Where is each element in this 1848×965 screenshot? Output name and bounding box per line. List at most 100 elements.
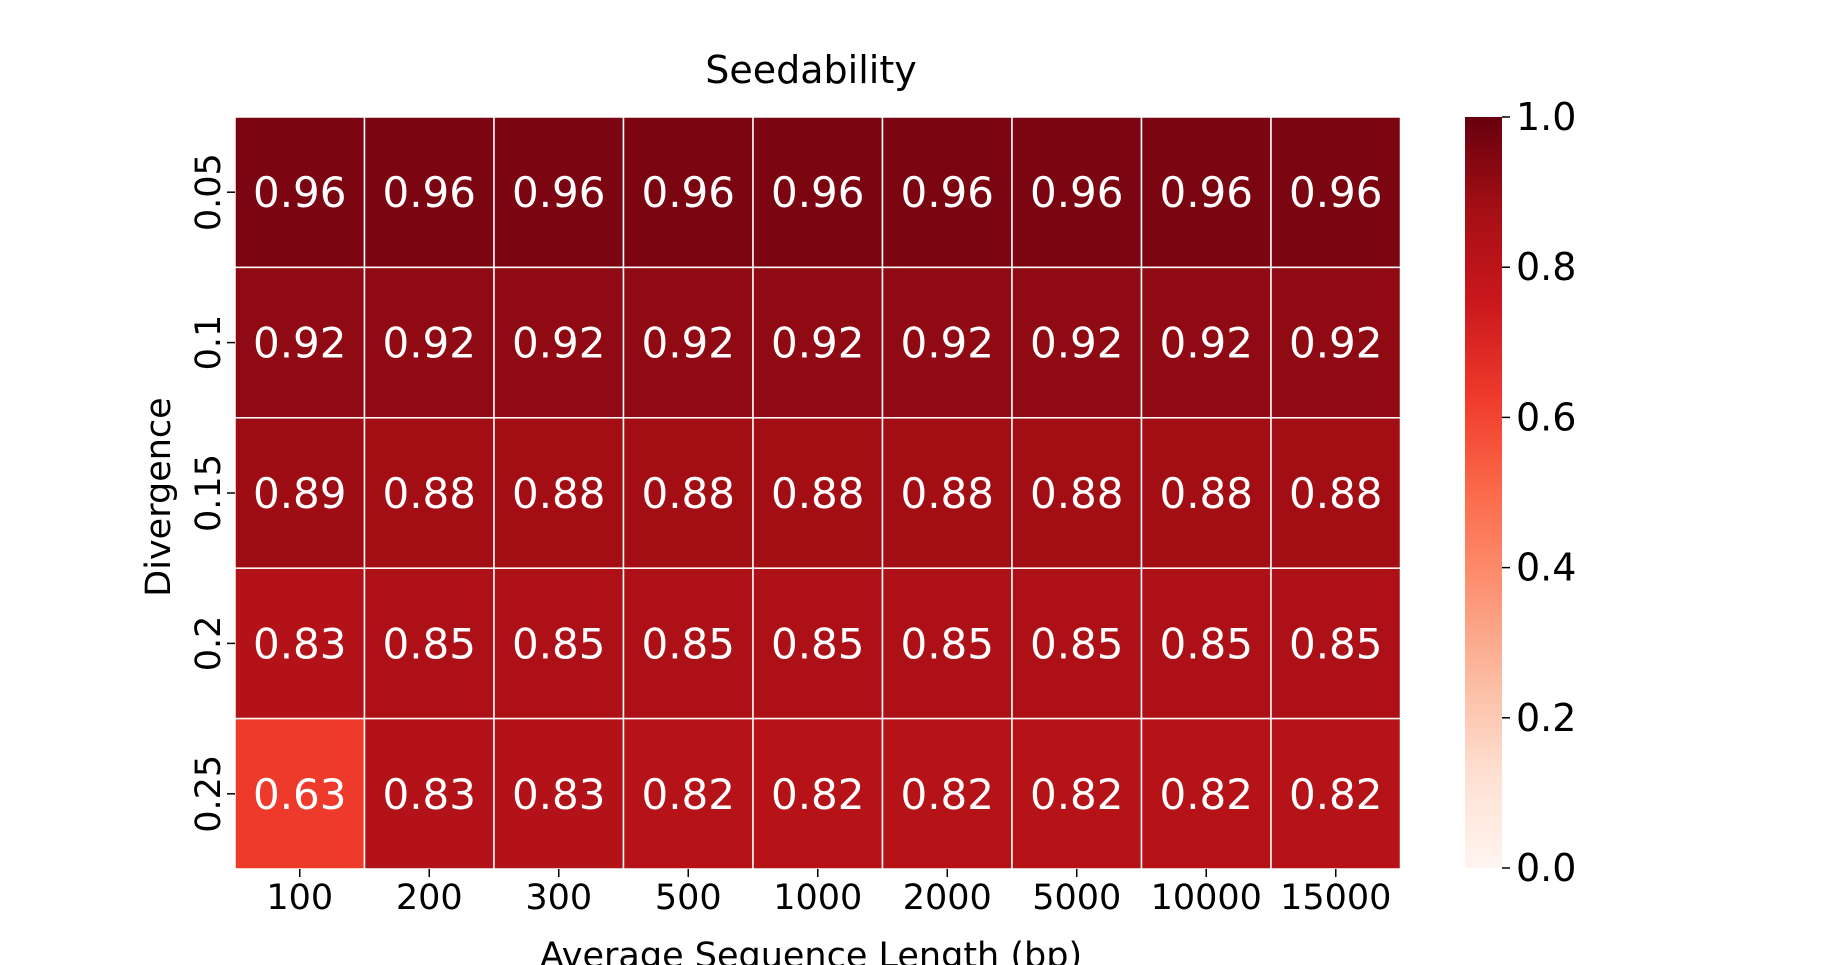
heatmap-cell <box>1270 717 1402 870</box>
x-tick-label: 100 <box>266 878 333 918</box>
heatmap-cell-label: 0.82 <box>641 770 735 819</box>
heatmap-cell-label: 0.85 <box>900 619 994 668</box>
y-axis-label: Divergence <box>139 397 179 596</box>
heatmap-cell <box>1011 717 1143 870</box>
y-tick-label: 0.15 <box>189 454 229 532</box>
x-tick-label: 500 <box>655 878 722 918</box>
heatmap-cells <box>234 116 1402 870</box>
heatmap-cell <box>1140 266 1272 419</box>
colorbar-tick-label: 1.0 <box>1516 95 1576 139</box>
heatmap-cell-label: 0.85 <box>1289 619 1383 668</box>
heatmap-cell <box>1270 266 1402 419</box>
heatmap-cell <box>752 266 884 419</box>
y-tick-label: 0.2 <box>189 616 229 672</box>
heatmap-cell-label: 0.92 <box>512 319 606 368</box>
heatmap-cell <box>493 266 625 419</box>
x-axis-label: Average Sequence Length (bp) <box>540 936 1082 965</box>
heatmap-cell-label: 0.92 <box>382 319 476 368</box>
x-tick-label: 15000 <box>1280 878 1391 918</box>
heatmap-cell-label: 0.82 <box>1289 770 1383 819</box>
heatmap-cell-label: 0.88 <box>382 469 476 518</box>
heatmap-cell-label: 0.96 <box>771 168 865 217</box>
y-tick-label: 0.1 <box>189 315 229 371</box>
x-tick-label: 1000 <box>773 878 862 918</box>
heatmap-cell-label: 0.82 <box>1030 770 1124 819</box>
heatmap-cell-label: 0.82 <box>900 770 994 819</box>
heatmap-cell <box>1140 116 1272 269</box>
heatmap-cell-label: 0.92 <box>1289 319 1383 368</box>
heatmap-cell-label: 0.83 <box>382 770 476 819</box>
heatmap-cell <box>622 266 754 419</box>
heatmap-cell <box>234 266 366 419</box>
heatmap-cell <box>752 116 884 269</box>
heatmap-cell-label: 0.96 <box>1159 168 1253 217</box>
heatmap-cell-label: 0.96 <box>382 168 476 217</box>
heatmap-cell-label: 0.63 <box>253 770 347 819</box>
x-tick-label: 300 <box>525 878 592 918</box>
heatmap-cell <box>234 567 366 720</box>
x-tick-label: 10000 <box>1151 878 1262 918</box>
x-tick-label: 5000 <box>1032 878 1121 918</box>
heatmap-cell-label: 0.85 <box>1159 619 1253 668</box>
heatmap-cell-label: 0.92 <box>1159 319 1253 368</box>
heatmap-cell <box>881 266 1013 419</box>
heatmap-cell-label: 0.88 <box>512 469 606 518</box>
heatmap-cell-label: 0.85 <box>512 619 606 668</box>
heatmap-cell <box>1140 567 1272 720</box>
heatmap-cell <box>1270 417 1402 569</box>
heatmap-cell-label: 0.88 <box>641 469 735 518</box>
x-axis-ticks: 100 200 300 500 1000 2000 5000 10000 15000 <box>266 869 1391 918</box>
heatmap-cell-label: 0.82 <box>1159 770 1253 819</box>
heatmap-cell-label: 0.92 <box>641 319 735 368</box>
y-tick-label: 0.25 <box>189 755 229 833</box>
x-tick-label: 200 <box>396 878 463 918</box>
heatmap-cell-label: 0.96 <box>253 168 347 217</box>
heatmap-cell-labels: 0.96 0.96 0.96 0.96 0.96 0.96 0.96 0.96 0.96 0.92… <box>253 168 1383 819</box>
x-tick-label: 2000 <box>903 878 992 918</box>
heatmap-cell-label: 0.92 <box>900 319 994 368</box>
heatmap-cell-label: 0.89 <box>253 469 347 518</box>
heatmap-cell <box>363 567 495 720</box>
heatmap-cell-label: 0.85 <box>771 619 865 668</box>
heatmap-cell <box>622 567 754 720</box>
heatmap-cell-label: 0.83 <box>253 619 347 668</box>
heatmap-cell <box>363 417 495 569</box>
y-axis-ticks: 0.05 0.1 0.15 0.2 0.25 <box>189 153 235 833</box>
heatmap-cell-label: 0.92 <box>1030 319 1124 368</box>
heatmap-cell <box>234 717 366 870</box>
heatmap-cell <box>622 717 754 870</box>
heatmap-cell-label: 0.88 <box>1289 469 1383 518</box>
heatmap-cell <box>363 717 495 870</box>
heatmap-cell-label: 0.85 <box>1030 619 1124 668</box>
colorbar-tick-label: 0.2 <box>1516 696 1576 740</box>
heatmap-cell-label: 0.88 <box>1159 469 1253 518</box>
heatmap-cell-label: 0.96 <box>1289 168 1383 217</box>
heatmap-cell <box>493 116 625 269</box>
colorbar <box>1465 117 1502 868</box>
y-tick-label: 0.05 <box>189 153 229 231</box>
heatmap-cell <box>881 717 1013 870</box>
heatmap-cell <box>1011 266 1143 419</box>
heatmap-cell <box>493 417 625 569</box>
heatmap-cell-label: 0.96 <box>641 168 735 217</box>
heatmap-cell <box>752 417 884 569</box>
heatmap-cell-label: 0.88 <box>1030 469 1124 518</box>
colorbar-ticks: 0.0 0.2 0.4 0.6 0.8 1.0 <box>1502 95 1576 890</box>
heatmap-cell <box>622 116 754 269</box>
colorbar-tick-label: 0.4 <box>1516 546 1576 590</box>
heatmap-cell <box>234 417 366 569</box>
heatmap-cell <box>363 116 495 269</box>
heatmap-cell <box>493 717 625 870</box>
heatmap-cell-label: 0.92 <box>771 319 865 368</box>
heatmap-cell-label: 0.96 <box>900 168 994 217</box>
colorbar-tick-label: 0.0 <box>1516 846 1576 890</box>
heatmap-cell <box>1270 567 1402 720</box>
heatmap-cell <box>622 417 754 569</box>
heatmap-cell-label: 0.85 <box>382 619 476 668</box>
colorbar-tick-label: 0.8 <box>1516 245 1576 289</box>
heatmap-cell-label: 0.82 <box>771 770 865 819</box>
heatmap-cell-label: 0.88 <box>771 469 865 518</box>
heatmap-cell <box>1011 417 1143 569</box>
heatmap-cell-label: 0.96 <box>512 168 606 217</box>
